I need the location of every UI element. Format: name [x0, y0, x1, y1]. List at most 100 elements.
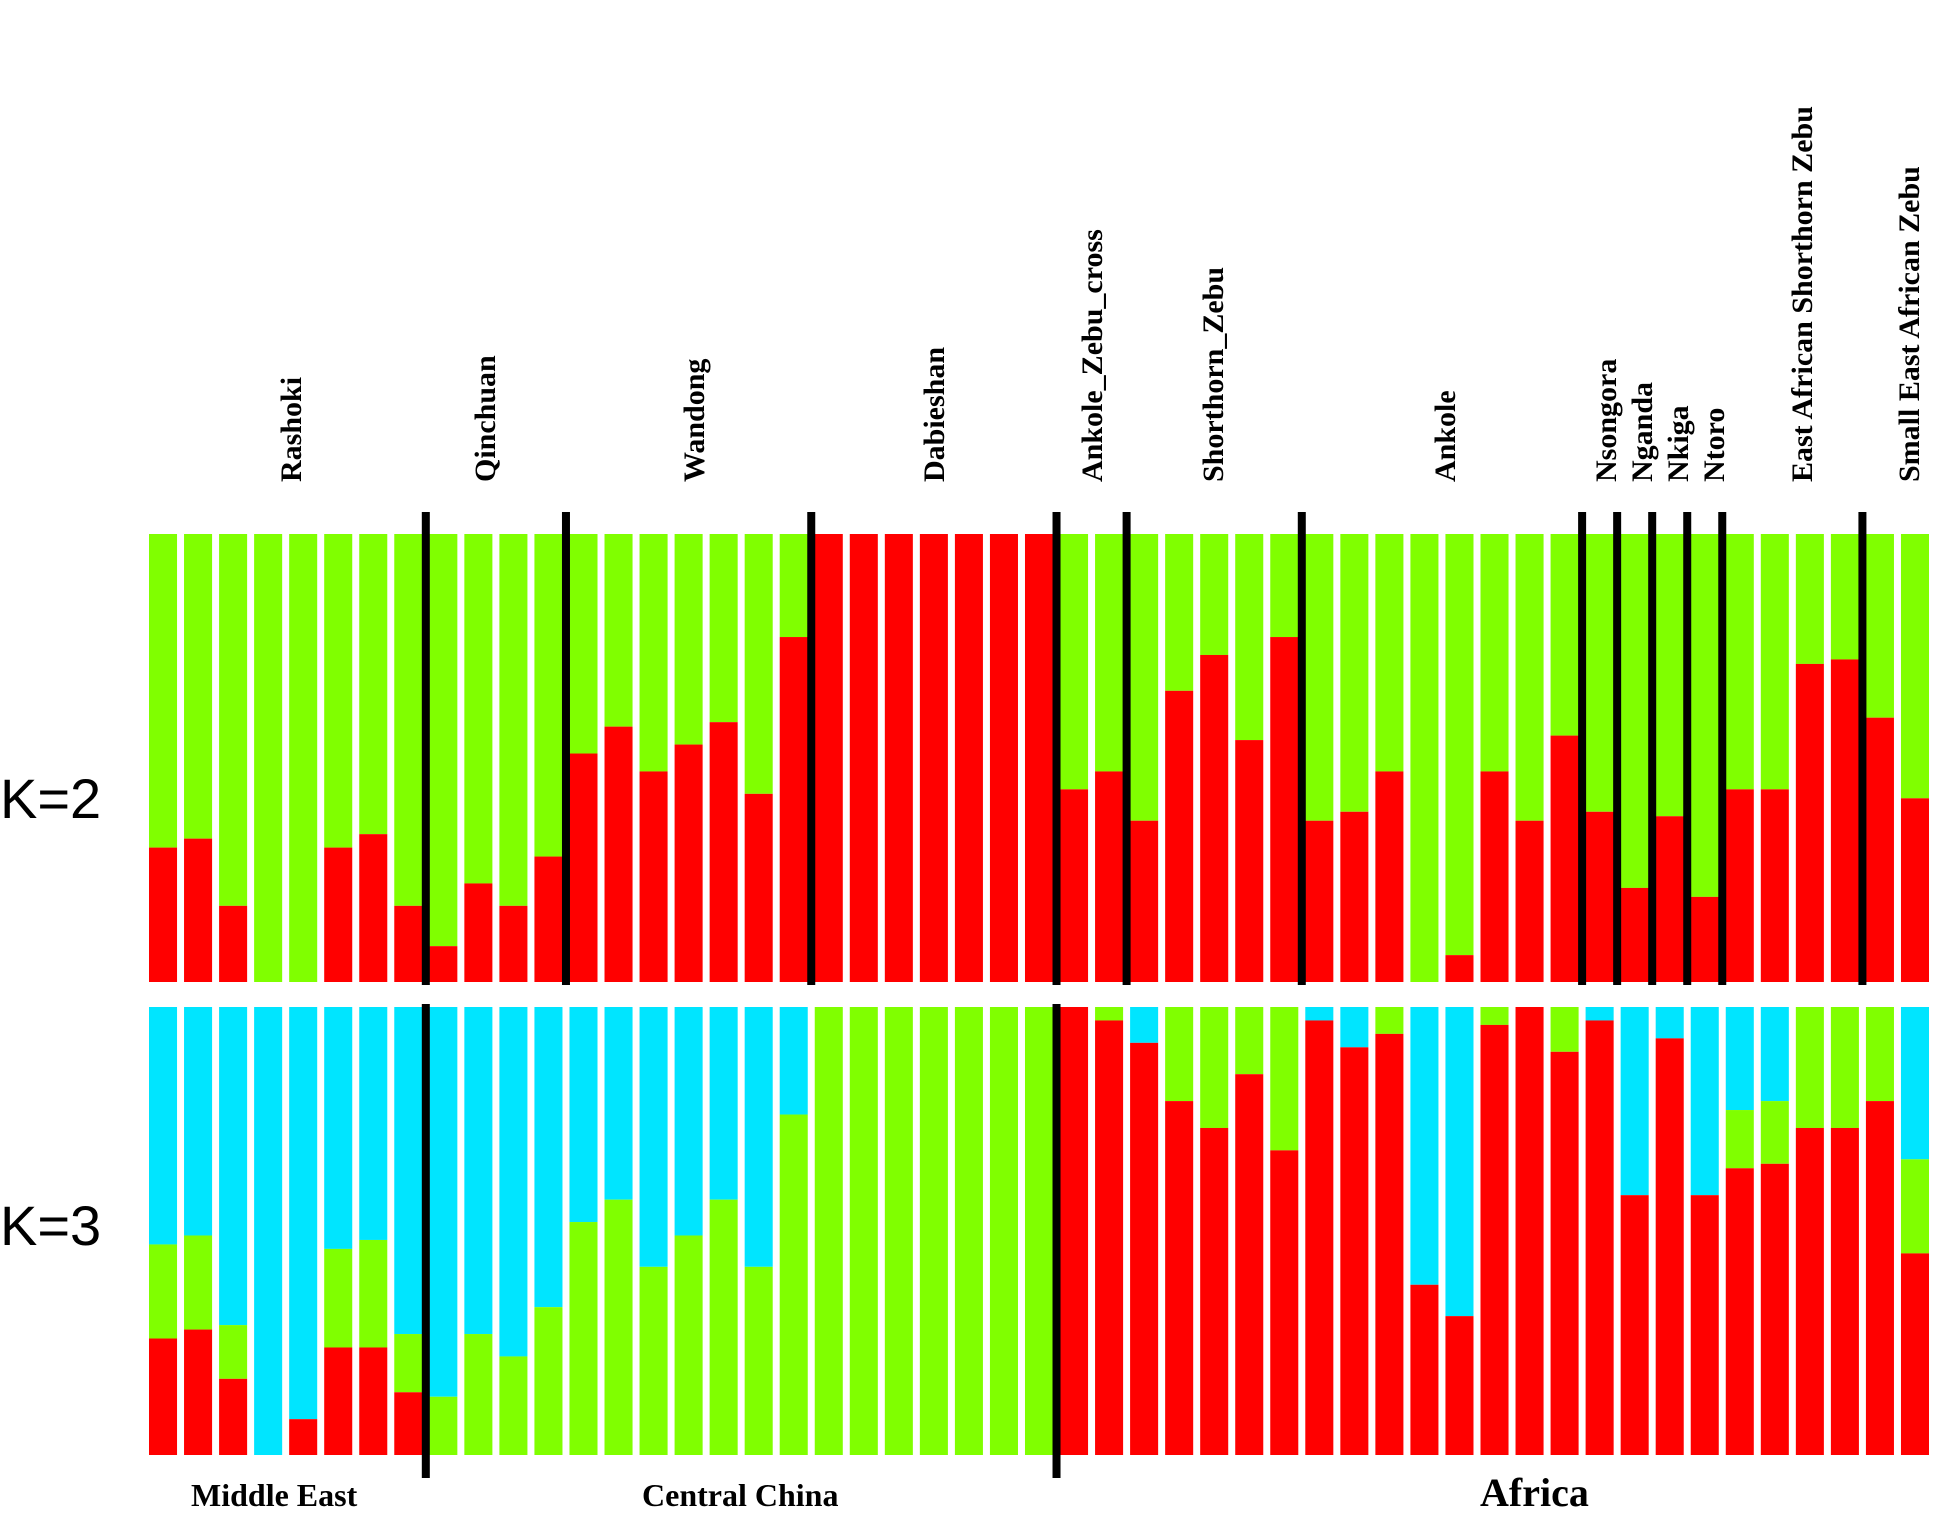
k2-bar-5-red — [324, 847, 353, 982]
k2-bar-18-green — [779, 534, 808, 638]
k3-bar-17-cyan — [744, 1007, 773, 1267]
k3-bar-10-cyan — [499, 1007, 528, 1357]
k3-bar-49-green — [1865, 1007, 1894, 1102]
k3-bar-43-red — [1655, 1038, 1684, 1455]
k3-bar-29-red — [1165, 1101, 1194, 1455]
k2-bar-1-green — [184, 534, 213, 839]
k2-bar-13-red — [604, 726, 633, 982]
k3-bar-2-red — [219, 1378, 248, 1455]
k2-bar-25-red — [1024, 534, 1054, 982]
pop-label-nganda: Nganda — [1626, 382, 1659, 482]
pop-label-ankole: Ankole — [1429, 390, 1462, 482]
k2-bar-41-green — [1585, 534, 1614, 812]
k2-bar-6-red — [359, 834, 388, 982]
k2-bar-48-green — [1830, 534, 1859, 660]
region-label-africa: Africa — [1480, 1470, 1589, 1515]
k2-bar-46-green — [1760, 534, 1789, 790]
k2-bar-23-red — [954, 534, 983, 982]
k3-bar-4-red — [289, 1419, 318, 1455]
k3-bar-27-green — [1095, 1007, 1124, 1021]
k2-bar-5-green — [324, 534, 353, 848]
k3-bar-49-red — [1865, 1101, 1894, 1455]
k3-bar-0-green — [149, 1244, 178, 1339]
pop-label-small-east-african-zebu: Small East African Zebu — [1893, 166, 1926, 482]
k2-bar-29-red — [1165, 690, 1194, 982]
region-label-central-china: Central China — [642, 1477, 838, 1513]
k3-bar-7-cyan — [394, 1007, 423, 1335]
k3-bar-36-red — [1410, 1284, 1439, 1455]
pop-label-dabieshan: Dabieshan — [918, 347, 951, 482]
k3-bar-5-red — [324, 1347, 353, 1455]
k3-bar-15-green — [674, 1235, 703, 1455]
k2-bar-6-green — [359, 534, 388, 835]
k3-label: K=3 — [0, 1194, 101, 1257]
k2-bar-44-green — [1690, 534, 1719, 897]
k2-bar-37-green — [1445, 534, 1474, 956]
k3-bar-31-green — [1235, 1007, 1264, 1075]
k2-bar-45-red — [1725, 789, 1754, 982]
k2-bar-17-red — [744, 793, 773, 982]
k3-bar-2-cyan — [219, 1007, 248, 1326]
k2-bar-20-red — [849, 534, 878, 982]
k2-bar-49-red — [1865, 717, 1894, 982]
k2-bar-0-red — [149, 847, 178, 982]
k3-bar-32-green — [1270, 1007, 1299, 1151]
k3-bar-2-green — [219, 1325, 248, 1379]
k3-bar-11-green — [534, 1307, 563, 1455]
k3-bar-47-red — [1795, 1127, 1824, 1455]
k2-bar-30-red — [1200, 654, 1229, 982]
k3-bar-47-green — [1795, 1007, 1824, 1128]
k3-bar-26-red — [1060, 1007, 1089, 1455]
k3-bar-35-green — [1375, 1007, 1404, 1034]
k3-bar-45-green — [1725, 1110, 1754, 1169]
k3-bar-22-green — [919, 1007, 948, 1455]
pop-label-shorthorn-zebu: Shorthorn_Zebu — [1197, 267, 1230, 482]
k2-bar-32-green — [1270, 534, 1299, 638]
k2-bar-28-green — [1130, 534, 1159, 821]
k3-bar-37-cyan — [1445, 1007, 1474, 1317]
k2-bar-39-green — [1515, 534, 1544, 821]
k3-bar-30-green — [1200, 1007, 1229, 1128]
k3-bar-14-cyan — [639, 1007, 668, 1267]
k2-bar-35-green — [1375, 534, 1404, 772]
k3-bar-17-green — [744, 1266, 773, 1455]
pop-label-ankole-zebu-cross: Ankole_Zebu_cross — [1076, 229, 1109, 482]
k3-bar-25-green — [1024, 1007, 1054, 1455]
k3-bar-9-green — [464, 1334, 493, 1455]
k2-bar-15-red — [674, 744, 703, 982]
k3-bar-20-green — [849, 1007, 878, 1455]
k3-bar-10-green — [499, 1356, 528, 1455]
k2-bar-38-green — [1480, 534, 1509, 772]
k3-bar-50-green — [1900, 1159, 1929, 1254]
k3-bar-46-green — [1760, 1101, 1789, 1164]
k2-bar-27-green — [1095, 534, 1124, 772]
k3-bar-34-cyan — [1340, 1007, 1369, 1048]
k2-bar-11-red — [534, 856, 563, 982]
k2-bar-47-green — [1795, 534, 1824, 664]
k3-bar-46-red — [1760, 1163, 1789, 1455]
k3-bar-42-red — [1620, 1195, 1649, 1455]
k2-bar-38-red — [1480, 771, 1509, 982]
k2-label: K=2 — [0, 767, 101, 830]
k2-bar-37-red — [1445, 955, 1474, 982]
k2-bar-42-green — [1620, 534, 1649, 888]
k2-bar-26-red — [1060, 789, 1089, 982]
k2-bar-9-red — [464, 883, 493, 982]
k2-bar-42-red — [1620, 887, 1649, 982]
k2-bar-50-green — [1900, 534, 1929, 799]
k2-bar-40-green — [1550, 534, 1579, 736]
k3-bar-43-cyan — [1655, 1007, 1684, 1039]
k3-bar-48-green — [1830, 1007, 1859, 1128]
k3-bar-41-cyan — [1585, 1007, 1614, 1021]
k3-bar-27-red — [1095, 1020, 1124, 1455]
k2-bar-32-red — [1270, 637, 1299, 982]
k2-bar-7-green — [394, 534, 423, 906]
k2-bar-13-green — [604, 534, 633, 727]
k2-bar-8-red — [429, 946, 458, 982]
k2-bar-34-green — [1340, 534, 1369, 812]
k2-bar-16-red — [709, 722, 738, 982]
k2-bar-3-green — [254, 534, 283, 982]
k3-bar-40-green — [1550, 1007, 1579, 1052]
k2-bar-1-red — [184, 838, 213, 982]
